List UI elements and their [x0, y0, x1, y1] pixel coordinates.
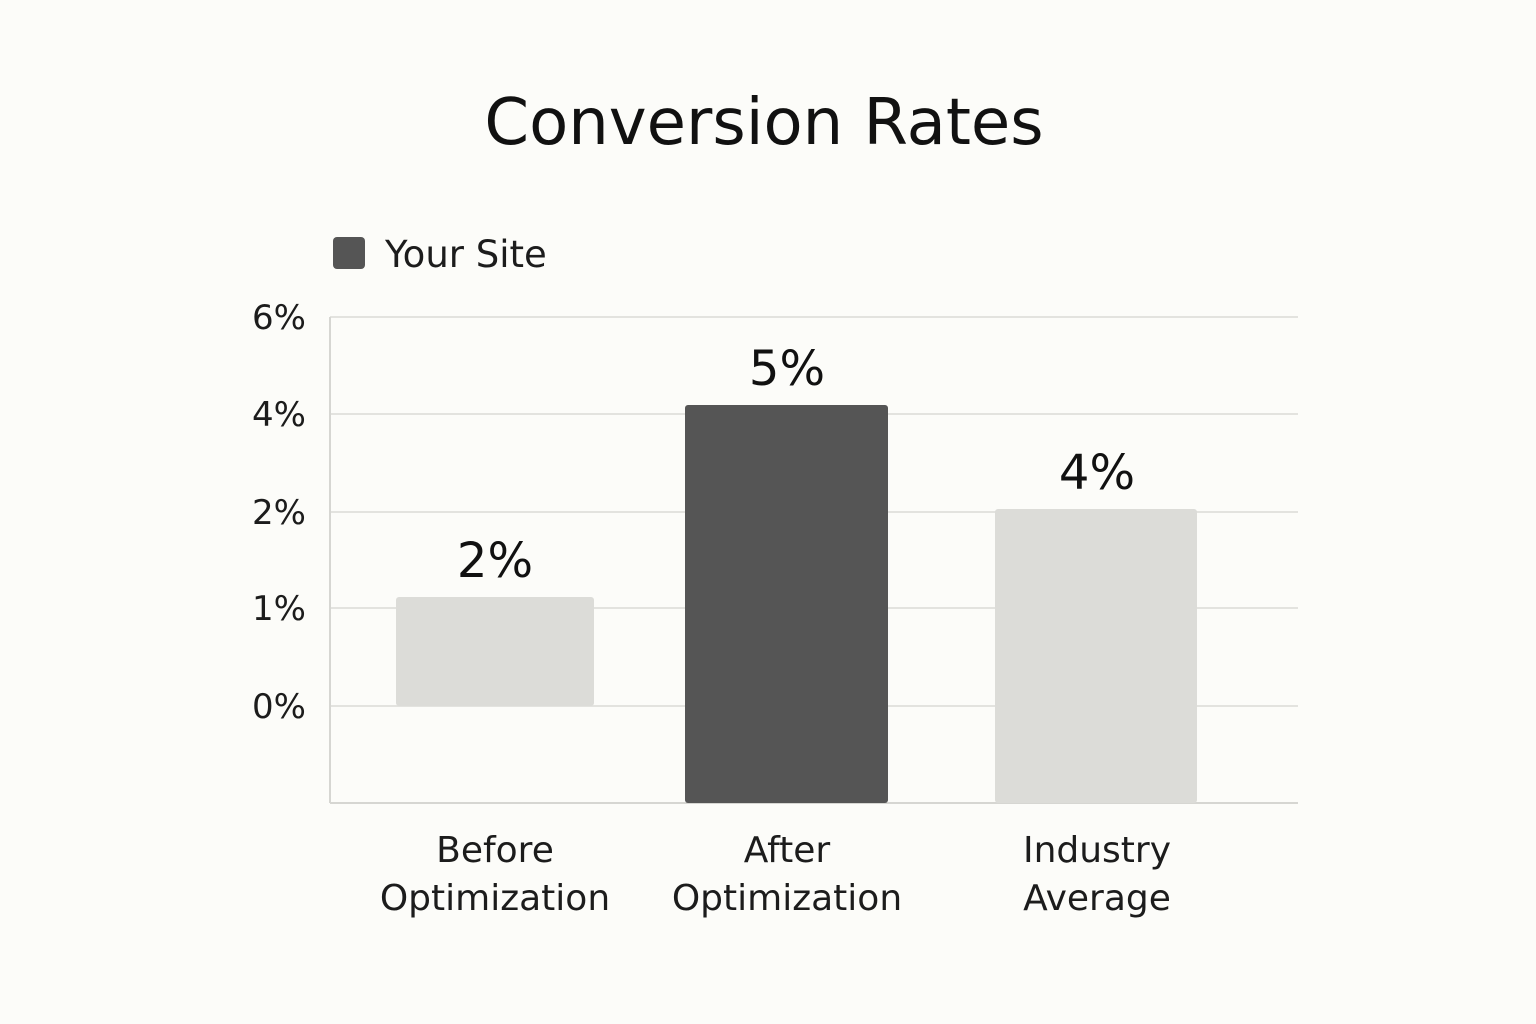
bar-after-optimization	[685, 405, 888, 803]
value-label: 2%	[457, 533, 533, 589]
category-label: Industry Average	[1023, 830, 1171, 919]
category-label: After Optimization	[672, 830, 902, 919]
y-tick-label: 6%	[252, 298, 306, 338]
bar-before-optimization	[396, 597, 594, 706]
category-label: Before Optimization	[380, 830, 610, 919]
legend-swatch-your-site	[333, 237, 365, 269]
value-labels: 2% 5% 4%	[457, 341, 1135, 589]
legend-label-your-site: Your Site	[384, 233, 547, 276]
bars	[396, 405, 1197, 803]
y-axis-ticks: 6% 4% 2% 1% 0%	[252, 298, 306, 727]
value-label: 4%	[1059, 445, 1135, 501]
value-label: 5%	[749, 341, 825, 397]
x-axis-categories: Before Optimization After Optimization Indus…	[380, 830, 1171, 919]
y-tick-label: 2%	[252, 493, 306, 533]
legend: Your Site	[333, 233, 547, 276]
y-tick-label: 0%	[252, 687, 306, 727]
y-tick-label: 4%	[252, 395, 306, 435]
bar-industry-average	[995, 509, 1197, 803]
y-tick-label: 1%	[252, 589, 306, 629]
chart-title: Conversion Rates	[484, 86, 1043, 160]
